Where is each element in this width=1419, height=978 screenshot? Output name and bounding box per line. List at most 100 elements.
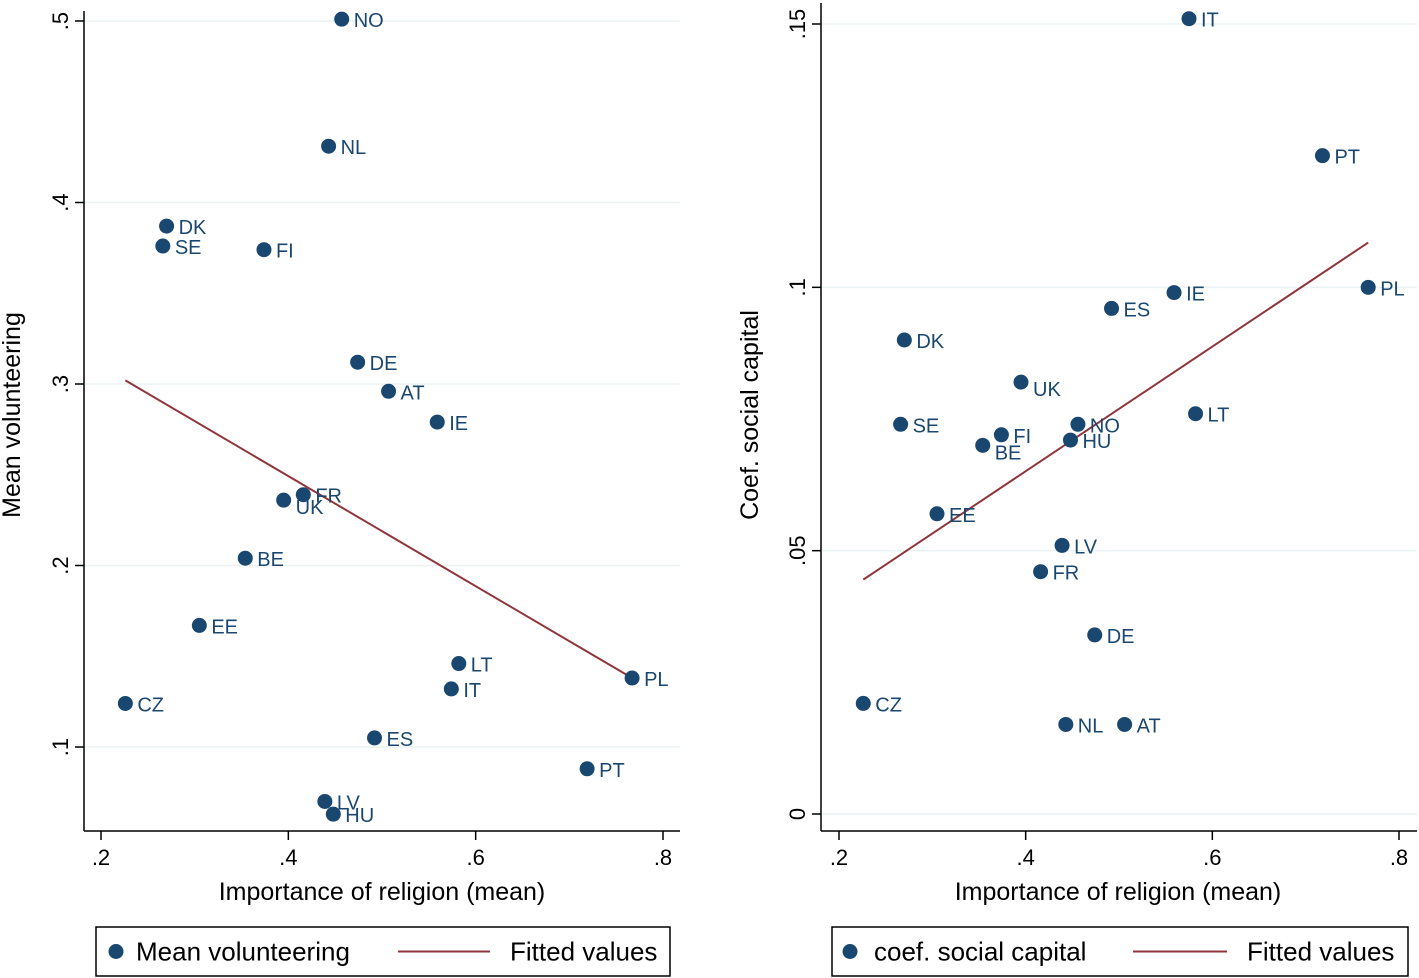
y-axis-title: Mean volunteering	[0, 312, 26, 518]
point-label-pt: PT	[1334, 147, 1360, 169]
y-tick-label: .3	[48, 375, 73, 393]
point-label-cz: CZ	[875, 694, 902, 716]
data-point-lv	[1054, 537, 1070, 553]
point-label-lv: LV	[337, 792, 361, 814]
legend: Mean volunteering Fitted values	[95, 926, 671, 977]
legend-marker-scatter	[842, 944, 858, 959]
legend: coef. social capital Fitted values	[831, 926, 1409, 977]
data-point-it	[1181, 11, 1197, 27]
data-point-ee	[929, 506, 945, 522]
data-point-at	[1117, 716, 1133, 732]
y-axis-title: Coef. social capital	[736, 310, 764, 520]
data-point-fr	[295, 487, 311, 503]
data-point-no	[334, 11, 350, 27]
point-label-it: IT	[1201, 10, 1219, 32]
data-point-es	[1104, 300, 1120, 316]
data-point-uk	[276, 492, 292, 508]
data-point-pt	[1314, 148, 1330, 164]
x-tick-label: .8	[1390, 845, 1408, 870]
point-label-es: ES	[1124, 299, 1151, 321]
x-tick-label: .2	[830, 845, 848, 870]
x-tick-label: .8	[654, 845, 672, 870]
point-label-hu: HU	[345, 805, 374, 827]
point-label-no: NO	[1090, 415, 1120, 437]
legend-box	[831, 926, 1409, 977]
data-point-be	[975, 437, 991, 453]
data-point-nl	[1058, 716, 1074, 732]
data-point-hu	[1062, 432, 1078, 448]
y-tick-label: .05	[785, 535, 810, 566]
point-label-be: BE	[257, 549, 284, 571]
point-label-se: SE	[175, 237, 202, 259]
data-point-ee	[191, 617, 207, 633]
point-label-cz: CZ	[137, 694, 164, 716]
x-tick-label: .4	[279, 845, 297, 870]
data-point-ie	[429, 414, 445, 430]
legend-box	[95, 926, 671, 977]
point-label-se: SE	[913, 415, 940, 437]
point-label-fi: FI	[1013, 426, 1031, 448]
point-label-nl: NL	[1078, 715, 1104, 737]
point-label-lt: LT	[1208, 405, 1230, 427]
fitted-values-line	[862, 241, 1369, 581]
point-label-lt: LT	[471, 655, 493, 677]
data-point-no	[1070, 416, 1086, 432]
legend-marker-scatter	[108, 944, 124, 959]
point-label-fi: FI	[276, 241, 294, 263]
legend-label-fitted: Fitted values	[510, 937, 657, 967]
point-label-ee: EE	[211, 616, 238, 638]
chart-panel-1: .1 .2 .3 .4 .5 .2 .4 .6 .8 Importance of religion…	[0, 10, 680, 977]
chart-panel-2: 0 .05 .1 .15 .2 .4 .6 .8 Importance of religion …	[736, 3, 1417, 977]
data-point-lv	[317, 793, 333, 809]
data-point-de	[1087, 627, 1103, 643]
y-tick-label: .15	[785, 9, 810, 40]
y-tick-label: .2	[48, 556, 73, 574]
point-label-lv: LV	[1074, 536, 1098, 558]
x-tick-label: .4	[1016, 845, 1034, 870]
data-point-dk	[896, 332, 912, 348]
y-tick-label: .1	[785, 278, 810, 296]
point-label-hu: HU	[1082, 431, 1111, 453]
data-point-fr	[1033, 564, 1049, 580]
point-label-uk: UK	[296, 497, 324, 519]
data-point-be	[237, 550, 253, 566]
point-label-ie: IE	[449, 413, 468, 435]
point-label-de: DE	[1107, 626, 1135, 648]
point-label-be: BE	[995, 442, 1022, 464]
point-label-ee: EE	[949, 505, 976, 527]
point-label-no: NO	[354, 10, 384, 32]
x-axis-title: Importance of religion (mean)	[955, 878, 1282, 906]
point-label-de: DE	[370, 353, 398, 375]
data-point-fi	[993, 427, 1009, 443]
y-tick-label: .5	[48, 12, 73, 30]
data-point-lt	[1188, 406, 1204, 422]
data-point-fi	[256, 242, 272, 258]
data-point-uk	[1013, 374, 1029, 390]
legend-label-fitted: Fitted values	[1247, 937, 1394, 967]
point-label-es: ES	[387, 729, 414, 751]
data-point-at	[381, 383, 397, 399]
point-label-it: IT	[463, 680, 481, 702]
point-label-at: AT	[1137, 715, 1161, 737]
point-label-dk: DK	[179, 217, 207, 239]
data-point-it	[443, 681, 459, 697]
point-label-pt: PT	[599, 760, 625, 782]
data-point-es	[367, 730, 383, 746]
data-point-pt	[579, 761, 595, 777]
x-tick-label: .2	[92, 845, 110, 870]
point-label-fr: FR	[1053, 563, 1080, 585]
point-label-nl: NL	[341, 137, 367, 159]
y-tick-label: 0	[785, 808, 810, 820]
point-label-pl: PL	[644, 669, 668, 691]
point-label-at: AT	[401, 382, 425, 404]
point-label-fr: FR	[315, 486, 342, 508]
data-point-se	[155, 238, 171, 254]
data-point-de	[350, 354, 366, 370]
point-label-ie: IE	[1186, 284, 1205, 306]
data-point-nl	[321, 138, 337, 154]
data-point-cz	[855, 695, 871, 711]
fitted-values-line	[124, 379, 633, 679]
x-tick-label: .6	[466, 845, 484, 870]
point-label-uk: UK	[1033, 379, 1061, 401]
